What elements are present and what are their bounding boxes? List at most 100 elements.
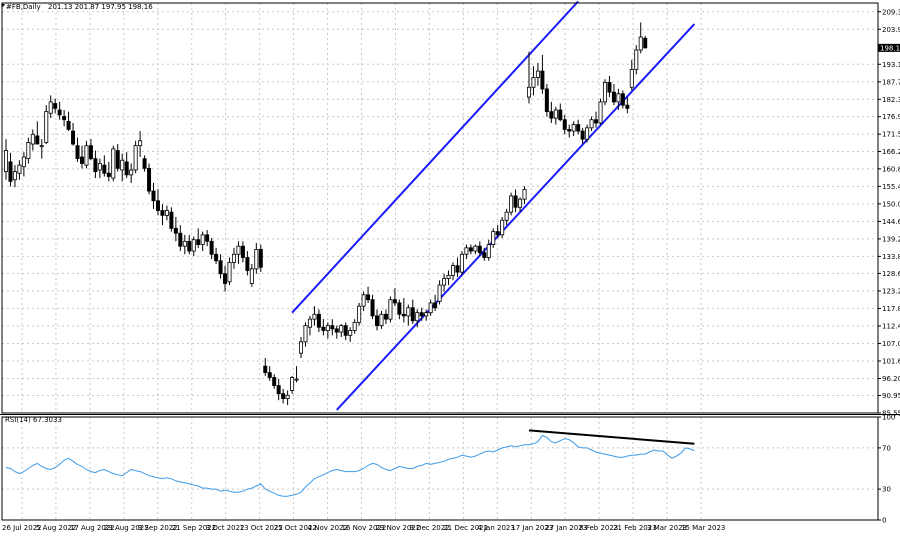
rsi-tick-label: 70 [882, 444, 891, 452]
candle [147, 163, 152, 195]
candle [518, 197, 523, 213]
price-tick-label: 176.95 [882, 113, 900, 121]
candle [446, 270, 451, 286]
candle [602, 79, 607, 106]
candle-body-bull [357, 305, 362, 323]
candle-body-bear [124, 161, 129, 176]
candle [57, 101, 62, 120]
candle [44, 105, 49, 145]
current-price-label: 198.16 [880, 44, 900, 52]
time-tick-label: 9 Sep 2022 [138, 524, 178, 532]
candle [93, 150, 98, 179]
time-tick-label: 29 Nov 2022 [375, 524, 420, 532]
rsi-tick-label: 0 [882, 517, 886, 525]
candle [325, 322, 330, 339]
price-tick-label: 101.60 [882, 357, 900, 365]
price-tick-label: 96.20 [882, 375, 900, 383]
candle-body-bull [236, 245, 241, 255]
channel-lines [291, 0, 696, 411]
price-tick-label: 209.30 [882, 8, 900, 16]
candle-body-bear [218, 260, 223, 275]
time-tick-label: 8 Feb 2023 [579, 524, 618, 532]
candle [209, 238, 214, 260]
time-tick-label: 26 Jul 2022 [2, 524, 42, 532]
candle-body-bull [473, 245, 478, 252]
current-price-box [878, 43, 900, 52]
candle-body-bull [446, 274, 451, 280]
candle-body-bull [602, 82, 607, 103]
candle-body-bear [62, 116, 67, 121]
channel-line-lower [336, 23, 696, 411]
candle [236, 241, 241, 265]
candle [486, 239, 491, 261]
candle [334, 325, 339, 339]
candle-body-bull [634, 49, 639, 70]
candle [321, 319, 326, 336]
candle-body-bull [84, 145, 89, 166]
chart-frame [0, 2, 900, 521]
candle [187, 234, 192, 255]
candle-body-bear [160, 210, 165, 216]
rsi-tick-label: 30 [882, 486, 891, 494]
candle [62, 109, 67, 127]
candle [388, 296, 393, 323]
candle-body-bear [272, 377, 277, 387]
candle [4, 139, 9, 180]
candle-body-bull [571, 124, 576, 132]
candle [504, 208, 509, 226]
candle [272, 374, 277, 389]
symbol-label: #FB,Daily [6, 3, 41, 11]
candle [406, 304, 411, 326]
candle-body-bear [169, 211, 174, 229]
candle [164, 205, 169, 221]
ohlc-label: 201.13 201.87 197.95 198.16 [48, 3, 153, 11]
candle-body-bear [549, 111, 554, 119]
candle [437, 280, 442, 305]
candle [442, 273, 447, 292]
candle [249, 264, 254, 287]
channel-line-upper [291, 0, 579, 314]
candle [173, 216, 178, 242]
candle-body-bull [348, 330, 353, 336]
candle-body-bear [223, 273, 228, 284]
candle-body-bear [540, 70, 545, 90]
candle [401, 298, 406, 323]
candle-body-bull [522, 189, 527, 200]
candle-body-bear [468, 247, 473, 252]
candle-body-bull [48, 101, 53, 114]
candle [227, 257, 232, 286]
time-tick-label: 3 Oct 2022 [206, 524, 245, 532]
candle [348, 327, 353, 342]
candle-body-bull [299, 341, 304, 354]
candle [285, 390, 290, 406]
candle-body-bull [4, 150, 9, 173]
candle-body-bull [120, 159, 125, 171]
time-tick-label: 17 Aug 2022 [70, 524, 115, 532]
time-tick-label: 4 Jan 2023 [477, 524, 515, 532]
candle [205, 229, 210, 247]
candle [312, 306, 317, 326]
candle-body-bear [155, 200, 160, 211]
candle-body-bull [254, 249, 259, 270]
candle [531, 66, 536, 96]
candle [258, 244, 263, 273]
candle [634, 45, 639, 75]
candle-body-bear [611, 91, 616, 103]
candle [102, 155, 107, 177]
candle [576, 119, 581, 135]
price-tick-label: 123.20 [882, 287, 900, 295]
candle-body-bear [375, 315, 380, 327]
candle [223, 265, 228, 292]
time-tick-label: 25 Oct 2022 [274, 524, 317, 532]
candle-body-bear [173, 227, 178, 234]
candle [303, 322, 308, 347]
candle [410, 299, 415, 324]
candle-body-bull [200, 234, 205, 245]
candle [178, 225, 183, 252]
candle-body-bear [57, 109, 62, 116]
candle [450, 262, 455, 281]
candle [196, 228, 201, 248]
